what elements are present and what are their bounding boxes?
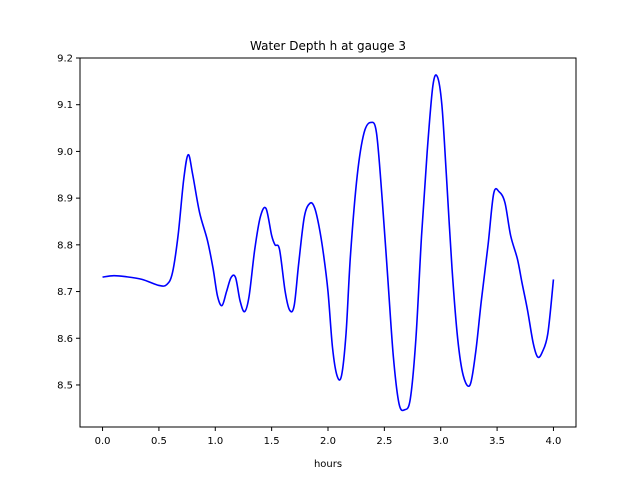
x-tick-label: 3.5	[489, 436, 505, 447]
y-tick-label: 8.6	[57, 334, 73, 345]
x-tick-label: 0.0	[95, 436, 111, 447]
x-tick-label: 2.0	[320, 436, 336, 447]
x-tick-label: 4.0	[546, 436, 562, 447]
y-tick-label: 8.8	[57, 240, 73, 251]
y-tick-label: 8.9	[57, 194, 73, 205]
x-tick-label: 1.5	[264, 436, 280, 447]
y-axis: 8.5 8.6 8.7 8.8 8.9 9.0 9.1 9.2	[57, 54, 80, 391]
x-tick-label: 1.0	[207, 436, 223, 447]
x-tick-label: 0.5	[151, 436, 167, 447]
y-tick-label: 9.0	[57, 147, 73, 158]
x-tick-label: 2.5	[376, 436, 392, 447]
y-tick-label: 9.1	[57, 100, 73, 111]
y-tick-label: 8.5	[57, 380, 73, 391]
series-line	[102, 74, 555, 412]
y-tick-label: 9.2	[57, 54, 73, 65]
x-axis: 0.0 0.5 1.0 1.5 2.0 2.5 3.0 3.5 4.0	[95, 427, 562, 447]
x-axis-label: hours	[314, 459, 342, 470]
chart-title: Water Depth h at gauge 3	[250, 39, 406, 53]
x-tick-label: 3.0	[433, 436, 449, 447]
y-tick-label: 8.7	[57, 287, 73, 298]
